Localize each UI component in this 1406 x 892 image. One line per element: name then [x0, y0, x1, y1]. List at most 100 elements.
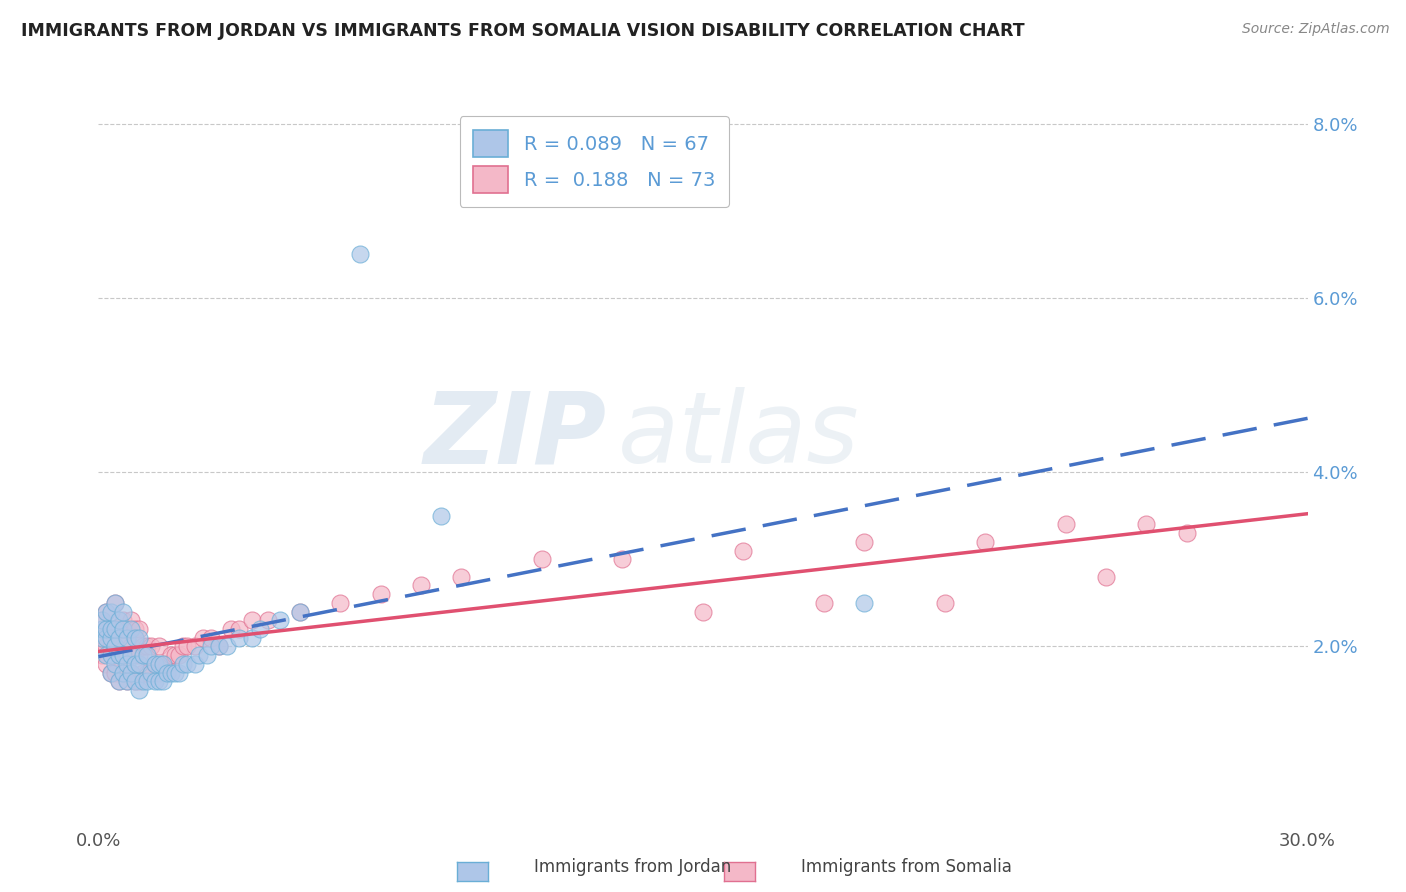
- Point: [143, 674, 166, 689]
- Point: [349, 247, 371, 261]
- Point: [167, 665, 190, 680]
- Point: [124, 631, 146, 645]
- Point: [135, 665, 157, 680]
- Point: [409, 578, 432, 592]
- Point: [120, 665, 142, 680]
- Point: [115, 648, 138, 662]
- Point: [115, 631, 138, 645]
- Point: [107, 674, 129, 689]
- Point: [120, 665, 142, 680]
- Point: [128, 631, 150, 645]
- Point: [111, 605, 134, 619]
- Point: [100, 622, 122, 636]
- Point: [107, 613, 129, 627]
- Point: [100, 640, 122, 654]
- Point: [853, 535, 876, 549]
- Point: [120, 648, 142, 662]
- Point: [91, 648, 114, 662]
- Point: [96, 605, 118, 619]
- Point: [103, 640, 125, 654]
- Text: Source: ZipAtlas.com: Source: ZipAtlas.com: [1241, 22, 1389, 37]
- Point: [934, 596, 956, 610]
- Point: [91, 631, 114, 645]
- Point: [100, 622, 122, 636]
- Point: [96, 631, 118, 645]
- Point: [100, 648, 122, 662]
- Point: [124, 622, 146, 636]
- Point: [139, 665, 162, 680]
- Point: [115, 657, 138, 671]
- Point: [107, 648, 129, 662]
- Point: [188, 648, 211, 662]
- Point: [530, 552, 553, 566]
- Point: [120, 613, 142, 627]
- Point: [200, 631, 222, 645]
- Point: [148, 665, 170, 680]
- Point: [228, 622, 250, 636]
- Point: [128, 683, 150, 698]
- Point: [124, 674, 146, 689]
- Point: [107, 648, 129, 662]
- Point: [135, 674, 157, 689]
- Point: [91, 613, 114, 627]
- Point: [288, 605, 311, 619]
- Point: [430, 508, 453, 523]
- Point: [111, 648, 134, 662]
- Point: [111, 665, 134, 680]
- Point: [107, 674, 129, 689]
- Point: [208, 640, 231, 654]
- Point: [96, 640, 118, 654]
- Point: [132, 640, 155, 654]
- Point: [208, 640, 231, 654]
- Point: [692, 605, 714, 619]
- Point: [193, 631, 215, 645]
- Text: atlas: atlas: [619, 387, 860, 484]
- Point: [135, 648, 157, 662]
- Point: [124, 657, 146, 671]
- Point: [107, 631, 129, 645]
- Point: [128, 657, 150, 671]
- Point: [256, 613, 278, 627]
- Point: [974, 535, 997, 549]
- Point: [103, 622, 125, 636]
- Point: [103, 665, 125, 680]
- Point: [288, 605, 311, 619]
- Point: [148, 657, 170, 671]
- Point: [128, 674, 150, 689]
- Point: [853, 596, 876, 610]
- Point: [249, 622, 271, 636]
- Point: [124, 674, 146, 689]
- Point: [176, 640, 198, 654]
- Point: [160, 665, 183, 680]
- Point: [813, 596, 835, 610]
- Point: [1095, 570, 1118, 584]
- Point: [120, 640, 142, 654]
- Point: [96, 657, 118, 671]
- Point: [103, 596, 125, 610]
- Point: [240, 631, 263, 645]
- Point: [450, 570, 472, 584]
- Point: [240, 613, 263, 627]
- Point: [184, 640, 207, 654]
- Point: [135, 640, 157, 654]
- Point: [370, 587, 392, 601]
- Point: [120, 622, 142, 636]
- Point: [103, 640, 125, 654]
- Point: [1135, 517, 1157, 532]
- Point: [100, 665, 122, 680]
- Point: [184, 657, 207, 671]
- Point: [1175, 526, 1198, 541]
- Point: [96, 648, 118, 662]
- Point: [143, 657, 166, 671]
- Point: [132, 648, 155, 662]
- Point: [143, 657, 166, 671]
- Point: [139, 665, 162, 680]
- Point: [107, 622, 129, 636]
- Point: [115, 674, 138, 689]
- Point: [152, 657, 174, 671]
- Point: [100, 665, 122, 680]
- Point: [103, 596, 125, 610]
- Point: [176, 657, 198, 671]
- Point: [132, 674, 155, 689]
- Legend: R = 0.089   N = 67, R =  0.188   N = 73: R = 0.089 N = 67, R = 0.188 N = 73: [460, 116, 728, 207]
